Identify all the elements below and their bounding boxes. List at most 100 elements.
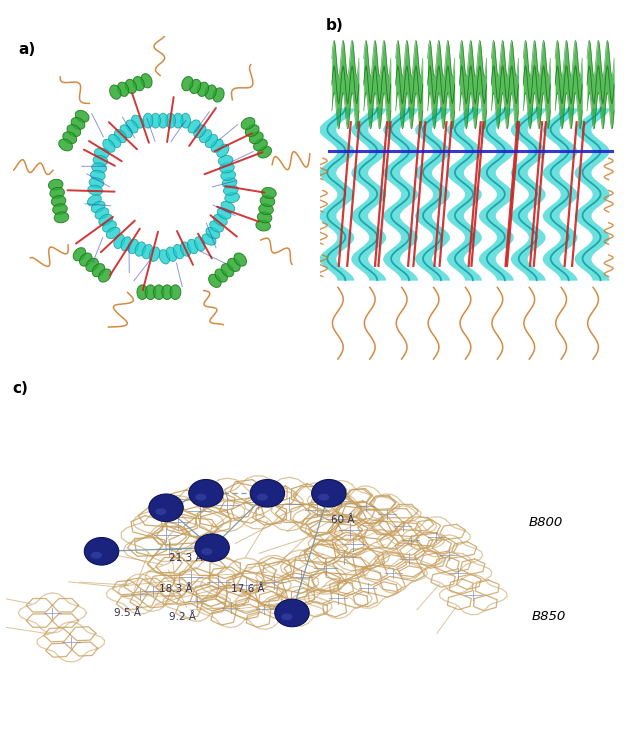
- Ellipse shape: [108, 135, 121, 147]
- Ellipse shape: [199, 130, 212, 143]
- Ellipse shape: [71, 118, 85, 130]
- Ellipse shape: [155, 508, 166, 515]
- Ellipse shape: [223, 185, 238, 195]
- Ellipse shape: [256, 220, 270, 231]
- Ellipse shape: [256, 494, 268, 500]
- Ellipse shape: [128, 239, 139, 254]
- Ellipse shape: [86, 258, 98, 272]
- Ellipse shape: [98, 269, 111, 282]
- Ellipse shape: [221, 201, 234, 212]
- Ellipse shape: [135, 242, 145, 256]
- Ellipse shape: [143, 113, 153, 128]
- Text: 9.5 Å: 9.5 Å: [114, 608, 140, 618]
- Text: a): a): [19, 42, 36, 58]
- Ellipse shape: [93, 155, 108, 166]
- Ellipse shape: [145, 285, 156, 300]
- Ellipse shape: [110, 85, 121, 99]
- Ellipse shape: [205, 85, 216, 99]
- Ellipse shape: [154, 285, 164, 300]
- Text: b): b): [326, 18, 344, 33]
- Ellipse shape: [170, 285, 181, 300]
- Ellipse shape: [149, 247, 160, 261]
- Ellipse shape: [219, 163, 234, 173]
- Ellipse shape: [84, 537, 119, 565]
- Ellipse shape: [259, 204, 273, 215]
- Ellipse shape: [275, 599, 309, 627]
- Ellipse shape: [94, 148, 109, 158]
- Ellipse shape: [217, 208, 231, 219]
- Ellipse shape: [217, 144, 229, 157]
- Ellipse shape: [48, 179, 63, 190]
- Ellipse shape: [260, 195, 275, 206]
- Ellipse shape: [213, 88, 224, 102]
- Ellipse shape: [201, 548, 213, 555]
- Ellipse shape: [241, 118, 255, 130]
- Ellipse shape: [137, 285, 148, 300]
- Ellipse shape: [206, 227, 219, 239]
- Ellipse shape: [211, 139, 223, 152]
- Ellipse shape: [150, 113, 161, 128]
- Ellipse shape: [142, 244, 153, 259]
- Ellipse shape: [209, 275, 221, 287]
- Ellipse shape: [80, 253, 92, 266]
- Text: 17.6 Å: 17.6 Å: [231, 585, 264, 594]
- Ellipse shape: [63, 132, 76, 144]
- Ellipse shape: [245, 124, 259, 136]
- Ellipse shape: [258, 147, 271, 158]
- Ellipse shape: [54, 212, 69, 223]
- Text: 21.3 Å: 21.3 Å: [169, 553, 203, 563]
- Ellipse shape: [95, 208, 109, 219]
- Ellipse shape: [91, 552, 102, 559]
- Ellipse shape: [73, 248, 86, 260]
- Ellipse shape: [228, 258, 240, 272]
- Ellipse shape: [75, 110, 89, 122]
- Ellipse shape: [173, 113, 183, 128]
- Ellipse shape: [158, 113, 168, 128]
- Ellipse shape: [234, 253, 246, 266]
- Ellipse shape: [250, 132, 263, 144]
- Text: c): c): [13, 381, 28, 396]
- Ellipse shape: [181, 242, 191, 256]
- Ellipse shape: [173, 244, 184, 259]
- Ellipse shape: [141, 74, 152, 88]
- Ellipse shape: [114, 130, 127, 143]
- Text: 18.3 Å: 18.3 Å: [159, 585, 192, 594]
- Ellipse shape: [88, 195, 102, 206]
- Ellipse shape: [51, 195, 66, 206]
- Ellipse shape: [221, 170, 236, 181]
- Ellipse shape: [92, 263, 105, 277]
- Ellipse shape: [103, 139, 115, 152]
- Ellipse shape: [99, 215, 113, 226]
- Ellipse shape: [159, 249, 170, 264]
- Ellipse shape: [215, 269, 228, 282]
- Ellipse shape: [253, 139, 267, 151]
- Ellipse shape: [257, 212, 272, 223]
- Ellipse shape: [250, 480, 285, 507]
- Ellipse shape: [205, 135, 218, 147]
- Text: 9.2 Å: 9.2 Å: [169, 611, 196, 622]
- Ellipse shape: [202, 234, 216, 245]
- Ellipse shape: [224, 192, 240, 203]
- Text: B850: B850: [532, 610, 566, 623]
- Text: 60 Å: 60 Å: [330, 516, 354, 525]
- Ellipse shape: [162, 285, 172, 300]
- Ellipse shape: [133, 76, 144, 91]
- Ellipse shape: [120, 125, 132, 138]
- Ellipse shape: [194, 237, 205, 251]
- Ellipse shape: [189, 79, 201, 93]
- Ellipse shape: [59, 139, 73, 151]
- Ellipse shape: [114, 234, 125, 249]
- Ellipse shape: [182, 76, 193, 91]
- Ellipse shape: [187, 239, 198, 254]
- Ellipse shape: [88, 185, 103, 195]
- Ellipse shape: [209, 221, 223, 232]
- Ellipse shape: [213, 215, 227, 226]
- Ellipse shape: [198, 82, 209, 96]
- Ellipse shape: [53, 204, 67, 215]
- Ellipse shape: [218, 155, 233, 166]
- Ellipse shape: [221, 263, 234, 277]
- Ellipse shape: [312, 480, 346, 507]
- Ellipse shape: [121, 237, 132, 251]
- Ellipse shape: [92, 201, 105, 212]
- Ellipse shape: [282, 613, 292, 620]
